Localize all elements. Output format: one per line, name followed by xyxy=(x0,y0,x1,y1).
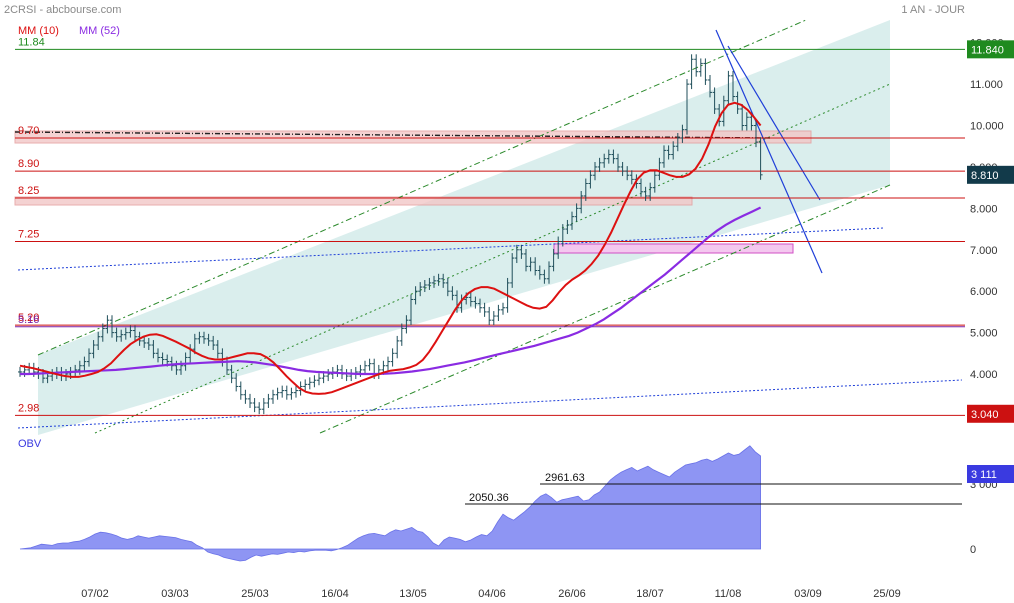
x-tick-8: 11/08 xyxy=(715,588,742,600)
black-dashdot-line xyxy=(14,131,771,139)
level-label-0: 11.84 xyxy=(18,36,45,48)
legend-mm10: MM (10) xyxy=(18,25,59,37)
obv-tag-bg xyxy=(967,465,1014,483)
level-label-1: 9.70 xyxy=(18,125,39,137)
x-tick-6: 26/06 xyxy=(558,588,586,600)
price-tag-bg-1 xyxy=(967,165,1014,184)
trend-line-lower xyxy=(17,379,963,429)
chart-title: 2CRSI - abcbourse.com xyxy=(4,4,121,16)
downtrend-line-1 xyxy=(715,29,823,274)
level-label-6: 5.16 xyxy=(18,314,39,326)
obv-axis-zero: 0 xyxy=(970,544,976,556)
price-tag-bg-2 xyxy=(967,404,1014,423)
x-tick-3: 16/04 xyxy=(321,588,349,600)
obv-level-2-label: 2050.36 xyxy=(469,492,509,504)
channel-bottom-line xyxy=(319,184,891,434)
downtrend-line-2 xyxy=(727,45,821,201)
price-candles xyxy=(18,54,763,415)
x-tick-2: 25/03 xyxy=(241,588,269,600)
price-tag-bg-0 xyxy=(967,40,1014,59)
trend-line-upper xyxy=(17,227,884,271)
y-tick-8: 4.000 xyxy=(970,369,998,381)
level-label-4: 7.25 xyxy=(18,228,39,240)
x-tick-4: 13/05 xyxy=(399,588,427,600)
y-tick-6: 6.000 xyxy=(970,286,998,298)
obv-area xyxy=(19,445,761,562)
resistance-zone-825 xyxy=(14,196,693,206)
y-tick-5: 7.000 xyxy=(970,245,998,257)
obv-label: OBV xyxy=(18,438,42,450)
level-label-3: 8.25 xyxy=(18,185,39,197)
trend-channel xyxy=(38,20,890,435)
price-tag-1: 8.810 xyxy=(971,170,999,182)
price-axis-bg xyxy=(962,22,1014,603)
obv-tag: 3 111 xyxy=(971,469,997,481)
y-tick-2: 10.000 xyxy=(970,121,1004,133)
y-tick-7: 5.000 xyxy=(970,328,998,340)
y-tick-4: 8.000 xyxy=(970,203,998,215)
x-tick-7: 18/07 xyxy=(636,588,664,600)
period-label: 1 AN - JOUR xyxy=(901,4,965,16)
x-tick-9: 03/09 xyxy=(794,588,822,600)
x-tick-10: 25/09 xyxy=(873,588,901,600)
mm52-line xyxy=(20,206,762,376)
level-label-7: 2.98 xyxy=(18,402,39,414)
y-tick-1: 11.000 xyxy=(970,79,1003,91)
level-label-2: 8.90 xyxy=(18,158,39,170)
obv-level-1-label: 2961.63 xyxy=(545,472,585,484)
x-tick-1: 03/03 xyxy=(161,588,189,600)
mm10-line xyxy=(19,101,762,395)
level-label-5: 5.20 xyxy=(18,312,39,324)
legend-mm52: MM (52) xyxy=(79,25,120,37)
x-tick-0: 07/02 xyxy=(81,588,109,600)
support-zone-pink xyxy=(553,243,794,254)
price-tag-2: 3.040 xyxy=(971,409,999,421)
x-tick-5: 04/06 xyxy=(478,588,506,600)
price-tag-0: 11.840 xyxy=(971,44,1004,56)
resistance-zone-970 xyxy=(14,130,812,144)
